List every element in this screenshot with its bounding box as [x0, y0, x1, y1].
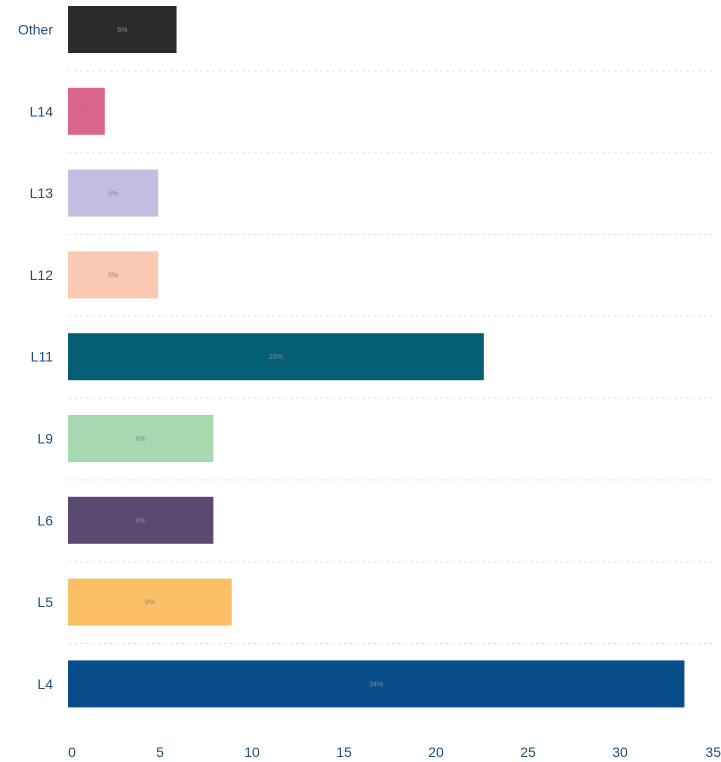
x-axis: 0 5 10 15 20 25 30 35: [68, 744, 721, 760]
x-tick-label: 30: [612, 744, 628, 760]
category-label-l9: L9: [37, 431, 53, 447]
bars-layer: [68, 6, 685, 708]
x-tick-label: 0: [68, 744, 76, 760]
data-label-l9: 8%: [136, 436, 146, 443]
category-label-l4: L4: [37, 676, 53, 692]
data-label-l12: 5%: [108, 272, 118, 279]
x-tick-label: 25: [520, 744, 536, 760]
data-label-l5: 9%: [145, 600, 155, 607]
x-tick-label: 15: [336, 744, 352, 760]
bar-l6[interactable]: [68, 496, 214, 544]
bar-l9[interactable]: [68, 415, 214, 462]
data-label-l4: 34%: [369, 681, 383, 688]
category-label-l11: L11: [31, 349, 54, 365]
category-label-l6: L6: [37, 512, 53, 528]
data-label-l6: 8%: [136, 518, 146, 525]
x-tick-label: 35: [705, 744, 721, 760]
x-tick-label: 10: [244, 744, 260, 760]
category-label-l5: L5: [37, 594, 53, 610]
data-label-other: 6%: [117, 27, 127, 34]
data-label-l13: 5%: [108, 191, 118, 198]
x-tick-label: 5: [156, 744, 164, 760]
data-label-l14: 2%: [81, 109, 91, 116]
x-tick-label: 20: [428, 744, 444, 760]
bar-l14[interactable]: [68, 87, 105, 135]
category-label-l12: L12: [30, 267, 54, 283]
bar-l4[interactable]: [68, 660, 685, 708]
bar-l12[interactable]: [68, 251, 159, 299]
data-labels: 6% 2% 5% 5% 23% 8% 8% 9% 34%: [81, 27, 383, 688]
bar-l11[interactable]: [68, 333, 484, 381]
category-label-other: Other: [18, 22, 53, 38]
category-label-l13: L13: [30, 185, 54, 201]
bar-other[interactable]: [68, 6, 177, 53]
category-label-l14: L14: [30, 103, 54, 119]
bar-l13[interactable]: [68, 169, 159, 217]
category-labels: Other L14 L13 L12 L11 L9 L6 L5 L4: [18, 22, 53, 692]
grid-layer: [68, 70, 712, 644]
data-label-l11: 23%: [269, 354, 283, 361]
bar-l5[interactable]: [68, 578, 232, 626]
